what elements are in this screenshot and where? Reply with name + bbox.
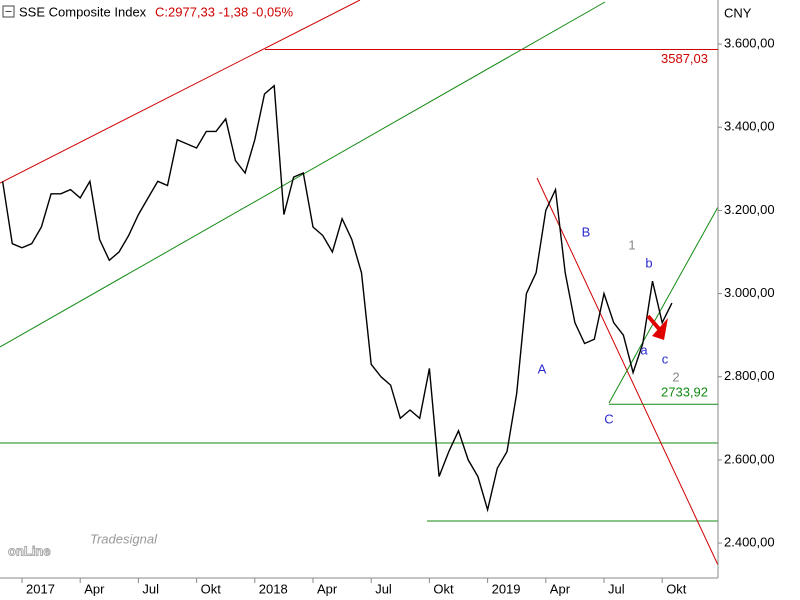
- forecast-arrow-head: [652, 318, 668, 340]
- level-label: 2733,92: [661, 385, 708, 400]
- y-tick-label: 2.800,00: [724, 368, 775, 383]
- x-tick-label: Apr: [317, 581, 338, 596]
- wave-label: c: [662, 351, 669, 366]
- x-tick-label: 2017: [26, 581, 55, 596]
- y-tick-label: 3.400,00: [724, 119, 775, 134]
- y-tick-label: 3.200,00: [724, 202, 775, 217]
- collapse-box[interactable]: [2, 5, 15, 18]
- wave-label: B: [582, 224, 591, 239]
- wave-label: b: [645, 255, 652, 270]
- wave-label: 1: [628, 237, 635, 252]
- x-tick-label: Okt: [201, 581, 222, 596]
- price-line: [1, 84, 673, 513]
- x-tick-label: Jul: [608, 581, 625, 596]
- trend-line: [0, 0, 361, 184]
- y-tick-label: 2.400,00: [724, 535, 775, 550]
- price-info: C:2977,33 -1,38 -0,05%: [155, 4, 293, 19]
- wave-label: A: [538, 361, 547, 376]
- trend-line: [0, 1, 606, 348]
- logo-sub: Tradesignal: [90, 531, 158, 546]
- x-tick-label: 2019: [492, 581, 521, 596]
- x-tick-label: Jul: [375, 581, 392, 596]
- x-tick-label: 2018: [259, 581, 288, 596]
- wave-label: C: [604, 411, 613, 426]
- level-label: 3587,03: [661, 51, 708, 66]
- logo: onLine: [8, 543, 51, 558]
- y-axis-label: CNY: [724, 5, 752, 20]
- x-tick-label: Apr: [84, 581, 105, 596]
- chart-title: SSE Composite Index: [19, 4, 147, 19]
- x-tick-label: Okt: [433, 581, 454, 596]
- trend-line: [536, 177, 719, 566]
- wave-label: 2: [672, 369, 679, 384]
- y-tick-label: 2.600,00: [724, 451, 775, 466]
- wave-label: a: [640, 342, 648, 357]
- y-tick-label: 3.600,00: [724, 36, 775, 51]
- x-tick-label: Jul: [142, 581, 159, 596]
- trend-line: [608, 206, 719, 404]
- forecast-arrow: [646, 314, 662, 332]
- y-tick-label: 3.000,00: [724, 285, 775, 300]
- x-tick-label: Apr: [550, 581, 571, 596]
- x-tick-label: Okt: [666, 581, 687, 596]
